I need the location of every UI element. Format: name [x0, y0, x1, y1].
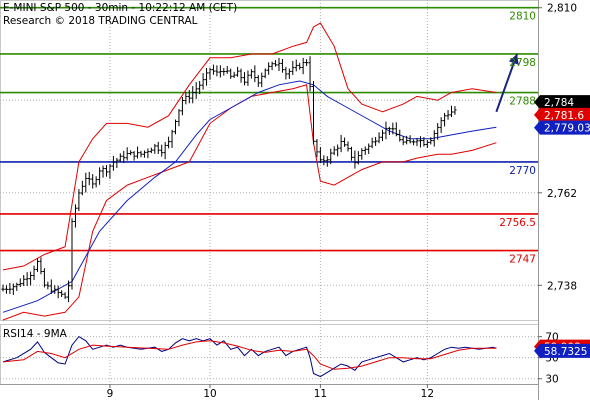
price-tick-label: 2,810 — [547, 3, 577, 15]
forecast-arrow-line — [495, 53, 518, 113]
time-tick-label: 10 — [203, 388, 216, 400]
vertical-gridlines — [109, 0, 428, 384]
rsi-tick-label: 30 — [545, 374, 558, 386]
rsi-title: RSI14 - 9MA — [3, 328, 68, 340]
price-tag-label: 2,781.6 — [544, 110, 584, 122]
price-tick-label: 2,762 — [547, 188, 577, 200]
forecast-arrow-group — [495, 53, 519, 113]
candlesticks — [1, 56, 457, 303]
level-label-2747: 2747 — [509, 254, 536, 266]
time-tick-label: 12 — [421, 388, 434, 400]
rsi-tag-label: 58.7325 — [544, 346, 587, 358]
rsi-tick-labels: 30507059.90858.7325 — [534, 332, 590, 386]
level-label-2810: 2810 — [509, 11, 536, 23]
chart-title: E-MINI S&P 500 - 30min - 10:22:12 AM (CE… — [3, 2, 237, 14]
rsi-tag-blue — [534, 343, 590, 358]
time-tick-labels: 9 10 11 12 — [107, 384, 434, 400]
time-tick-label: 9 — [107, 388, 114, 400]
level-label-2770: 2770 — [509, 165, 536, 177]
price-tag-red — [534, 107, 590, 122]
level-labels: 2810 2798 2788 2770 2756.5 2747 — [499, 11, 536, 266]
level-label-2798: 2798 — [509, 57, 536, 69]
price-tag-blue — [534, 120, 590, 135]
rsi-lines — [0, 335, 538, 380]
forecast-arrow-head — [508, 53, 519, 65]
price-tag-label: 2,779.03 — [544, 123, 590, 135]
price-tick-label: 2,738 — [547, 280, 577, 292]
bollinger-upper-line — [2, 22, 497, 271]
chart-subtitle: Research © 2018 TRADING CENTRAL — [3, 15, 198, 27]
price-tag-label: 2,784 — [544, 97, 574, 109]
rsi-series-ma — [2, 340, 497, 370]
time-tick-label: 11 — [314, 388, 327, 400]
level-label-2756.5: 2756.5 — [499, 217, 536, 229]
price-tick-labels: 2,738 2,762 2,810 — [538, 3, 577, 292]
price-tag-dark — [534, 95, 590, 110]
level-label-2788: 2788 — [509, 96, 536, 108]
